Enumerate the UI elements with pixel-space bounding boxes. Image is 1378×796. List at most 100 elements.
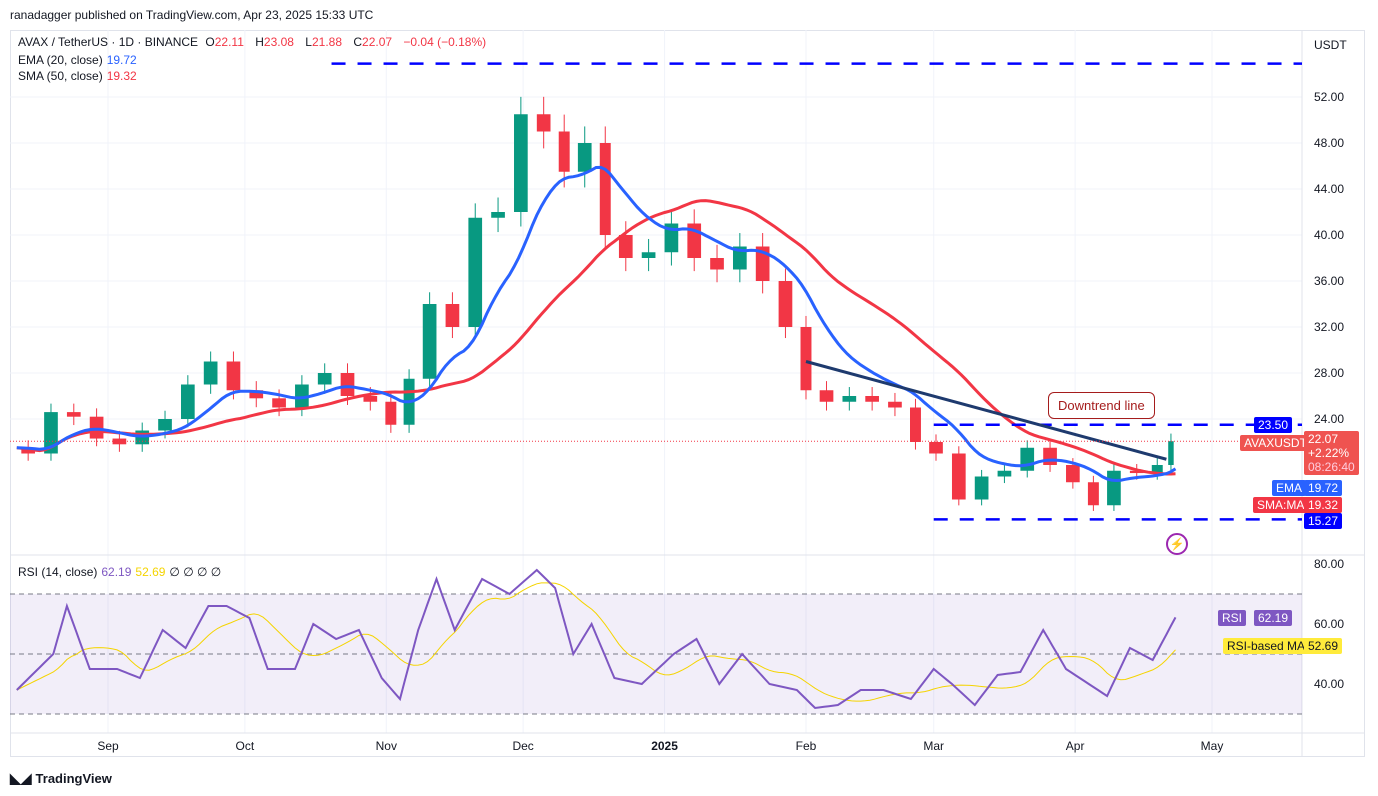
change: −0.04 (−0.18%): [403, 35, 487, 49]
price-tick: 40.00: [1314, 228, 1344, 242]
candle-down: [929, 442, 943, 454]
candle-down: [819, 390, 834, 402]
candle-down: [1087, 482, 1099, 506]
time-tick: Oct: [236, 739, 255, 753]
rsi-tag: RSI: [1218, 610, 1247, 626]
price-tick: 44.00: [1314, 182, 1344, 196]
ohlc-open: O22.11: [205, 35, 244, 49]
candle-down: [558, 131, 570, 172]
rsi-value-tag: 62.19: [1254, 610, 1293, 626]
candle-down: [385, 401, 397, 425]
price-tick: 32.00: [1314, 320, 1344, 334]
ohlc-high: H23.08: [255, 35, 294, 49]
candle-up: [295, 384, 309, 408]
ohlc-close: C22.07: [353, 35, 393, 49]
currency-label: USDT: [1314, 38, 1347, 52]
candle-up: [1168, 441, 1174, 465]
publisher-caption: ranadagger published on TradingView.com,…: [10, 8, 374, 22]
support-price-tag: 15.27: [1304, 513, 1343, 529]
time-tick: Sep: [97, 739, 119, 753]
candle-down: [951, 453, 966, 500]
rsi-band: [10, 594, 1302, 714]
time-tick: May: [1201, 739, 1224, 753]
symbol-tag: AVAXUSDT: [1240, 435, 1311, 451]
candle-down: [112, 438, 127, 445]
sma-price-tag: 19.32: [1304, 497, 1343, 513]
time-tick: 2025: [651, 739, 678, 753]
candle-down: [778, 281, 793, 327]
candle-up: [732, 246, 747, 270]
candle-down: [710, 258, 724, 270]
time-tick: Apr: [1066, 739, 1085, 753]
candle-down: [1129, 470, 1144, 474]
candle-up: [514, 114, 528, 212]
rsi-ma-tag: RSI-based MA: [1223, 638, 1310, 654]
rsi-ma-value-tag: 52.69: [1304, 638, 1343, 654]
ema-price-tag: 19.72: [1304, 480, 1343, 496]
rsi-ma-line: [16, 582, 1176, 702]
price-tick: 24.00: [1314, 412, 1344, 426]
candle-up: [641, 252, 656, 258]
price-tick: 28.00: [1314, 366, 1344, 380]
candle-down: [66, 412, 81, 417]
candle-down: [865, 396, 879, 402]
candle-down: [272, 398, 286, 408]
candle-down: [363, 396, 378, 402]
lightning-icon[interactable]: ⚡: [1166, 533, 1188, 555]
time-tick: Nov: [376, 739, 397, 753]
candle-down: [909, 407, 921, 442]
candle-down: [755, 246, 770, 281]
candle-down: [249, 390, 264, 399]
candle-up: [317, 373, 332, 385]
candle-down: [89, 416, 104, 439]
candle-up: [577, 143, 592, 172]
rsi-tick: 40.00: [1314, 677, 1344, 691]
candle-up: [974, 476, 989, 500]
footer-logo[interactable]: ◣◢ TradingView: [10, 770, 112, 786]
candle-down: [599, 143, 611, 235]
candle-down: [536, 114, 551, 132]
candle-down: [888, 401, 902, 408]
price-tick: 48.00: [1314, 136, 1344, 150]
candle-up: [1020, 447, 1035, 471]
price-tick: 36.00: [1314, 274, 1344, 288]
resistance-price-tag: 23.50: [1254, 417, 1293, 433]
candle-up: [44, 412, 58, 454]
candle-up: [491, 212, 505, 218]
price-tick: 52.00: [1314, 90, 1344, 104]
candle-up: [158, 419, 172, 431]
sma-tag: SMA:MA: [1253, 497, 1309, 513]
rsi-tick: 60.00: [1314, 617, 1344, 631]
symbol-name: AVAX / TetherUS · 1D · BINANCE: [18, 35, 199, 49]
symbol-legend: AVAX / TetherUS · 1D · BINANCE O22.11 H2…: [18, 35, 490, 49]
ema-legend[interactable]: EMA (20, close) 19.72: [18, 53, 137, 67]
time-tick: Mar: [923, 739, 944, 753]
downtrend-annotation[interactable]: Downtrend line: [1048, 392, 1155, 419]
candle-up: [468, 217, 483, 327]
rsi-tick: 80.00: [1314, 557, 1344, 571]
rsi-legend[interactable]: RSI (14, close) 62.19 52.69 ∅ ∅ ∅ ∅: [18, 565, 222, 579]
sma-50-line: [16, 199, 1176, 476]
candle-down: [340, 373, 355, 396]
candle-up: [180, 384, 195, 419]
candle-down: [1066, 465, 1080, 483]
candle-up: [1151, 465, 1163, 474]
downtrend-line: [805, 360, 1167, 461]
time-tick: Feb: [796, 739, 817, 753]
time-tick: Dec: [512, 739, 533, 753]
ohlc-low: L21.88: [305, 35, 342, 49]
sma-legend[interactable]: SMA (50, close) 19.32: [18, 69, 137, 83]
ema-20-line: [16, 165, 1177, 483]
last-price-tag: 22.07 +2.22% 08:26:40: [1304, 431, 1359, 475]
candle-down: [445, 304, 460, 327]
candle-up: [997, 470, 1012, 477]
candle-down: [800, 327, 812, 391]
candle-up: [422, 304, 437, 379]
candle-down: [1043, 447, 1057, 465]
candle-up: [842, 396, 857, 402]
chart-frame: [10, 30, 1365, 757]
ema-tag: EMA: [1272, 480, 1307, 496]
candle-up: [203, 361, 218, 385]
candle-up: [1107, 470, 1121, 506]
